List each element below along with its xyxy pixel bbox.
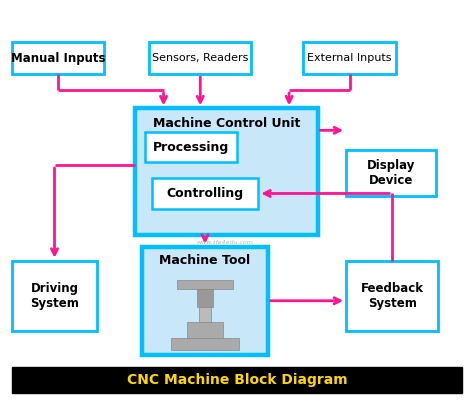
Text: Controlling: Controlling: [166, 187, 244, 200]
Text: Machine Control Unit: Machine Control Unit: [153, 117, 300, 130]
Text: Driving
System: Driving System: [30, 282, 79, 310]
FancyBboxPatch shape: [145, 132, 237, 162]
FancyBboxPatch shape: [135, 108, 318, 235]
FancyBboxPatch shape: [199, 288, 210, 322]
Text: Feedback
System: Feedback System: [361, 282, 424, 310]
FancyBboxPatch shape: [346, 150, 436, 196]
Text: www.tfe4edu.com: www.tfe4edu.com: [197, 240, 254, 245]
FancyBboxPatch shape: [149, 42, 251, 74]
FancyBboxPatch shape: [152, 178, 258, 209]
FancyBboxPatch shape: [187, 322, 223, 338]
FancyBboxPatch shape: [171, 338, 239, 350]
FancyBboxPatch shape: [12, 261, 97, 331]
FancyBboxPatch shape: [12, 367, 462, 393]
Text: Sensors, Readers: Sensors, Readers: [152, 53, 248, 63]
FancyBboxPatch shape: [12, 42, 104, 74]
FancyBboxPatch shape: [142, 247, 268, 355]
FancyBboxPatch shape: [303, 42, 396, 74]
FancyBboxPatch shape: [197, 289, 212, 307]
FancyBboxPatch shape: [176, 280, 233, 289]
Text: Machine Tool: Machine Tool: [159, 254, 251, 267]
Text: CNC Machine Block Diagram: CNC Machine Block Diagram: [127, 373, 347, 387]
Text: Manual Inputs: Manual Inputs: [11, 52, 105, 65]
Text: Processing: Processing: [153, 141, 229, 154]
Text: External Inputs: External Inputs: [307, 53, 392, 63]
Text: Display
Device: Display Device: [367, 160, 415, 187]
FancyBboxPatch shape: [346, 261, 438, 331]
